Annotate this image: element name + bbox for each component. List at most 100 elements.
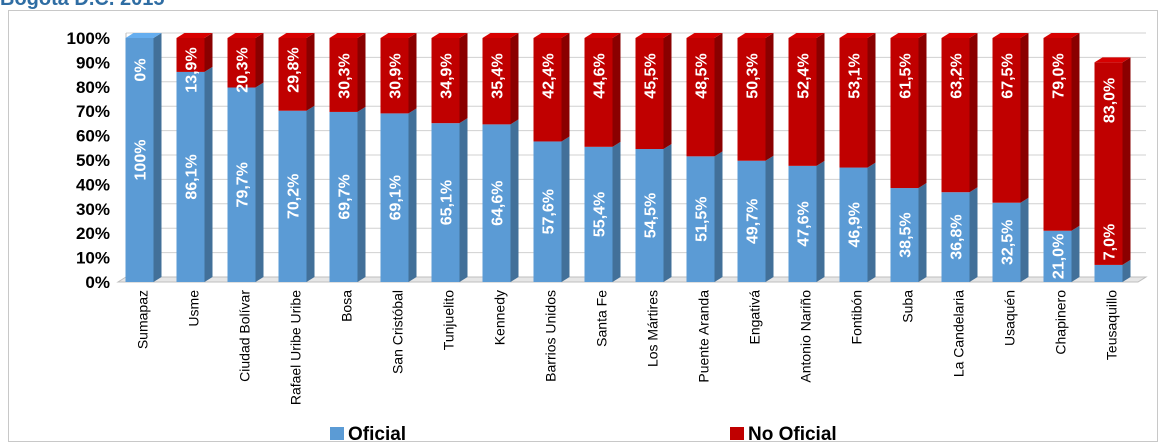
bar-side <box>816 33 825 166</box>
bar-no-oficial <box>380 38 409 114</box>
category-label: Bosa <box>339 290 355 322</box>
bar-no-oficial <box>227 38 256 88</box>
y-tick-label: 20% <box>76 224 110 243</box>
bar-side <box>612 33 621 147</box>
data-label: 51,5% <box>694 196 711 241</box>
bar-side <box>306 33 315 111</box>
data-label: 100% <box>133 140 150 181</box>
data-label: 44,6% <box>592 53 609 98</box>
bar-no-oficial <box>329 38 358 112</box>
category-label: Rafael Uribe Uribe <box>288 290 304 405</box>
data-label: 52,4% <box>796 53 813 98</box>
data-label: 83,0% <box>1102 78 1119 123</box>
bar-oficial <box>635 149 664 282</box>
bar-side <box>561 33 570 142</box>
data-label: 13,9% <box>184 47 201 92</box>
bar-oficial <box>992 202 1021 282</box>
bar-oficial <box>278 110 307 282</box>
bar-side <box>765 33 774 161</box>
bar-no-oficial <box>992 38 1021 203</box>
bar-side <box>663 33 672 150</box>
bar-side <box>306 105 315 282</box>
bar-side <box>867 162 876 282</box>
bar-oficial <box>125 38 154 282</box>
bar-side <box>255 82 264 282</box>
bar-no-oficial <box>788 38 817 166</box>
bar-no-oficial <box>635 38 664 150</box>
bar-oficial <box>176 71 205 282</box>
bar-oficial <box>227 87 256 282</box>
bar-no-oficial <box>737 38 766 161</box>
data-label: 50,3% <box>745 53 762 98</box>
data-label: 21,0% <box>1051 234 1068 279</box>
category-label: Antonio Nariño <box>798 290 814 383</box>
bar-side <box>816 160 825 282</box>
bar-oficial <box>431 123 460 282</box>
category-label: Usme <box>186 290 202 327</box>
bar-side <box>459 118 468 282</box>
bar-no-oficial <box>941 38 970 193</box>
bar-side <box>969 187 978 282</box>
bar-side <box>255 33 264 88</box>
category-label: Suba <box>900 290 916 323</box>
bar-oficial <box>329 111 358 282</box>
chart-floor <box>116 276 1148 283</box>
data-label: 64,6% <box>490 181 507 226</box>
category-label: Santa Fe <box>594 290 610 347</box>
bar-oficial <box>788 165 817 282</box>
bar-side <box>1122 57 1131 265</box>
category-label: Chapinero <box>1053 290 1069 355</box>
bar-no-oficial <box>482 38 511 125</box>
bar-side <box>408 33 417 114</box>
bar-side <box>714 33 723 157</box>
bar-top <box>533 33 570 38</box>
bar-no-oficial <box>533 38 562 142</box>
bar-oficial <box>737 160 766 282</box>
legend-swatch <box>730 427 744 440</box>
bar-no-oficial <box>839 38 868 168</box>
data-label: 36,8% <box>949 214 966 259</box>
bar-no-oficial <box>278 38 307 111</box>
bar-oficial <box>482 124 511 282</box>
bar-top <box>941 33 978 38</box>
bar-top <box>890 33 927 38</box>
bar-oficial <box>533 141 562 282</box>
data-label: 79,0% <box>1051 53 1068 98</box>
bar-top <box>431 33 468 38</box>
data-label: 45,5% <box>643 53 660 98</box>
bar-no-oficial <box>1094 62 1123 265</box>
bar-oficial <box>890 188 919 282</box>
bar-no-oficial <box>890 38 919 189</box>
category-label: San Cristóbal <box>390 290 406 374</box>
data-label: 42,4% <box>541 53 558 98</box>
bar-side <box>510 119 519 282</box>
data-label: 69,1% <box>388 175 405 220</box>
bar-top <box>176 33 213 38</box>
bar-side <box>357 106 366 282</box>
bar-top <box>1043 33 1080 38</box>
bar-side <box>408 108 417 283</box>
data-label: 30,9% <box>388 53 405 98</box>
category-label: Engativá <box>747 290 763 345</box>
bar-top <box>635 33 672 38</box>
data-label: 34,9% <box>439 53 456 98</box>
legend-no-oficial: No Oficial <box>748 424 837 444</box>
bar-top <box>278 33 315 38</box>
data-label: 67,5% <box>1000 53 1017 98</box>
bar-side <box>714 151 723 282</box>
bar-top <box>584 33 621 38</box>
bar-side <box>1071 225 1080 282</box>
data-label: 7,0% <box>1102 224 1119 260</box>
data-label: 38,5% <box>898 212 915 257</box>
bar-no-oficial <box>584 38 613 147</box>
category-label: Usaquén <box>1002 290 1018 346</box>
bar-no-oficial <box>431 38 460 124</box>
category-label: Fontibón <box>849 290 865 344</box>
y-tick-label: 10% <box>76 249 110 268</box>
y-tick-label: 80% <box>76 78 110 97</box>
data-label: 30,3% <box>337 53 354 98</box>
y-tick-label: 90% <box>76 53 110 72</box>
category-label: Puente Aranda <box>696 290 712 383</box>
data-label: 20,3% <box>235 47 252 92</box>
y-tick-label: 70% <box>76 102 110 121</box>
